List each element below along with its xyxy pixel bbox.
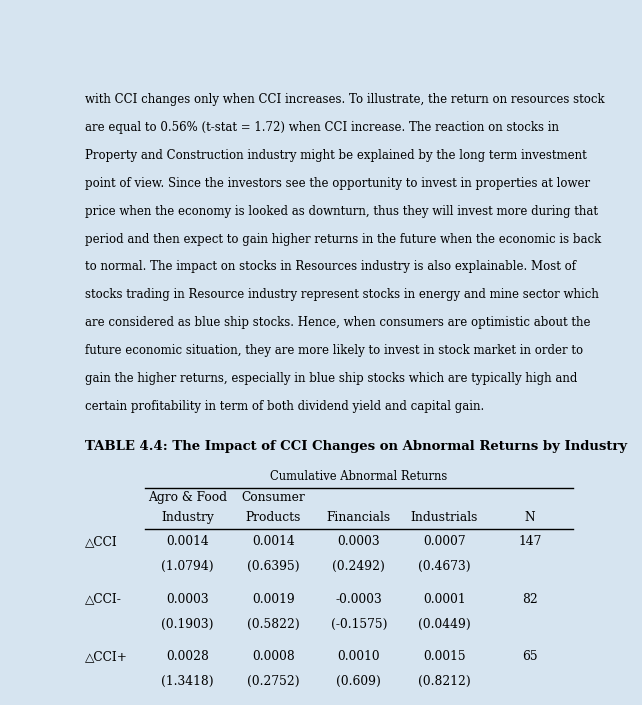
Text: (1.0794): (1.0794) <box>161 560 214 573</box>
Text: 147: 147 <box>518 535 542 548</box>
Text: Industrials: Industrials <box>411 510 478 524</box>
Text: (0.0449): (0.0449) <box>418 618 471 631</box>
Text: 65: 65 <box>522 650 538 663</box>
Text: Cumulative Abnormal Returns: Cumulative Abnormal Returns <box>270 470 447 483</box>
Text: certain profitability in term of both dividend yield and capital gain.: certain profitability in term of both di… <box>85 400 485 413</box>
Text: to normal. The impact on stocks in Resources industry is also explainable. Most : to normal. The impact on stocks in Resou… <box>85 260 577 274</box>
Text: △CCI: △CCI <box>85 535 118 548</box>
Text: (0.2492): (0.2492) <box>333 560 385 573</box>
Text: point of view. Since the investors see the opportunity to invest in properties a: point of view. Since the investors see t… <box>85 177 591 190</box>
Text: (0.5822): (0.5822) <box>247 618 300 631</box>
Text: △CCI+: △CCI+ <box>85 650 128 663</box>
Text: (0.1903): (0.1903) <box>162 618 214 631</box>
Text: gain the higher returns, especially in blue ship stocks which are typically high: gain the higher returns, especially in b… <box>85 372 578 386</box>
Text: price when the economy is looked as downturn, thus they will invest more during : price when the economy is looked as down… <box>85 204 598 218</box>
Text: Products: Products <box>246 510 301 524</box>
Text: 0.0003: 0.0003 <box>338 535 380 548</box>
Text: Agro & Food: Agro & Food <box>148 491 227 504</box>
Text: TABLE 4.4: The Impact of CCI Changes on Abnormal Returns by Industry: TABLE 4.4: The Impact of CCI Changes on … <box>85 440 627 453</box>
Text: future economic situation, they are more likely to invest in stock market in ord: future economic situation, they are more… <box>85 344 584 357</box>
Text: are equal to 0.56% (t-stat = 1.72) when CCI increase. The reaction on stocks in: are equal to 0.56% (t-stat = 1.72) when … <box>85 121 559 134</box>
Text: N: N <box>525 510 535 524</box>
Text: (1.3418): (1.3418) <box>161 675 214 688</box>
Text: (0.2752): (0.2752) <box>247 675 300 688</box>
Text: Industry: Industry <box>161 510 214 524</box>
Text: Financials: Financials <box>327 510 391 524</box>
Text: (0.6395): (0.6395) <box>247 560 300 573</box>
Text: -0.0003: -0.0003 <box>336 593 382 606</box>
Text: 0.0014: 0.0014 <box>166 535 209 548</box>
Text: stocks trading in Resource industry represent stocks in energy and mine sector w: stocks trading in Resource industry repr… <box>85 288 599 302</box>
Text: 0.0007: 0.0007 <box>423 535 465 548</box>
Text: Property and Construction industry might be explained by the long term investmen: Property and Construction industry might… <box>85 149 587 161</box>
Text: 0.0003: 0.0003 <box>166 593 209 606</box>
Text: 82: 82 <box>522 593 538 606</box>
Text: (0.4673): (0.4673) <box>418 560 471 573</box>
Text: 0.0028: 0.0028 <box>166 650 209 663</box>
Text: 0.0010: 0.0010 <box>338 650 380 663</box>
Text: (0.609): (0.609) <box>336 675 381 688</box>
Text: 0.0001: 0.0001 <box>423 593 465 606</box>
Text: 0.0008: 0.0008 <box>252 650 295 663</box>
Text: 0.0019: 0.0019 <box>252 593 295 606</box>
Text: are considered as blue ship stocks. Hence, when consumers are optimistic about t: are considered as blue ship stocks. Henc… <box>85 317 591 329</box>
Text: 0.0014: 0.0014 <box>252 535 295 548</box>
Text: period and then expect to gain higher returns in the future when the economic is: period and then expect to gain higher re… <box>85 233 602 245</box>
Text: 0.0015: 0.0015 <box>423 650 465 663</box>
Text: (0.8212): (0.8212) <box>418 675 471 688</box>
Text: with CCI changes only when CCI increases. To illustrate, the return on resources: with CCI changes only when CCI increases… <box>85 93 605 106</box>
Text: (-0.1575): (-0.1575) <box>331 618 387 631</box>
Text: Consumer: Consumer <box>241 491 305 504</box>
Text: △CCI-: △CCI- <box>85 593 122 606</box>
